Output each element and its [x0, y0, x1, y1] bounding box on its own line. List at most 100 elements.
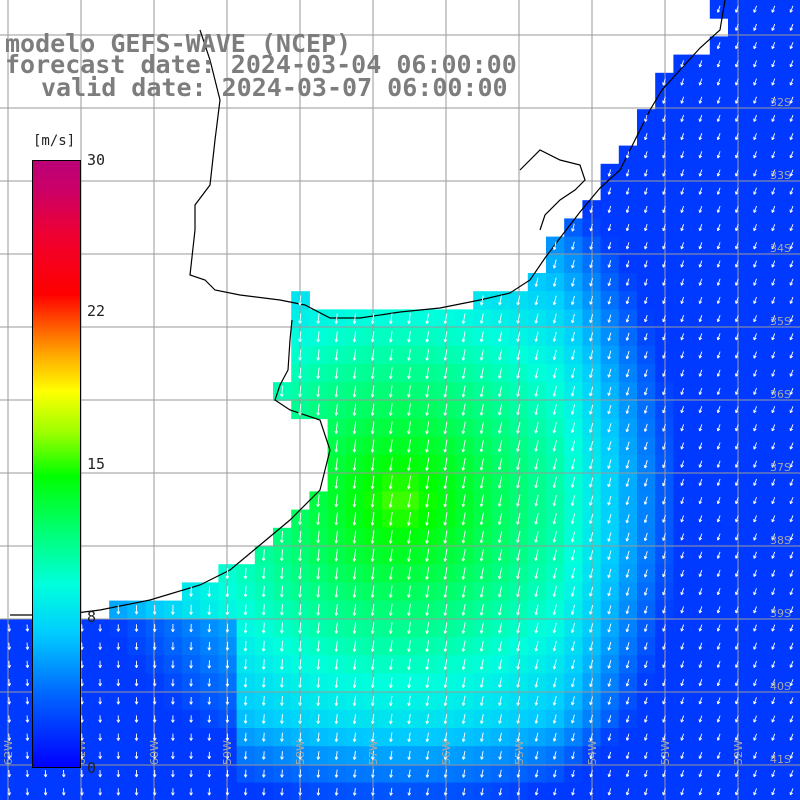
wind-arrow [789, 242, 794, 250]
wind-arrow [116, 624, 121, 632]
wind-arrow [607, 296, 612, 305]
wind-arrow [388, 421, 393, 435]
valid-date: valid date: 2024-03-07 06:00:00 [41, 73, 508, 102]
wind-arrow [662, 442, 666, 450]
wind-arrow [370, 530, 375, 544]
wind-arrow [625, 278, 630, 286]
wind-arrow [261, 659, 266, 670]
wind-arrow [407, 695, 411, 707]
wind-arrow [498, 677, 502, 688]
wind-arrow [189, 586, 193, 597]
wind-arrow [334, 331, 339, 343]
wind-arrow [753, 387, 757, 395]
colorbar-tick-8: 8 [87, 608, 97, 626]
coastline-segment [10, 319, 331, 616]
wind-arrow [735, 515, 739, 523]
wind-arrow [497, 440, 503, 452]
wind-arrow [207, 623, 212, 633]
wind-arrow [735, 133, 739, 141]
wind-arrow [352, 385, 357, 398]
wind-arrow [771, 224, 776, 232]
coastline [10, 0, 726, 616]
wind-arrow [771, 642, 776, 650]
wind-arrow [753, 460, 757, 468]
wind-arrow [334, 603, 339, 616]
wind-arrow [571, 259, 575, 269]
wind-arrow [516, 422, 521, 434]
wind-arrow [644, 260, 648, 268]
wind-arrow [534, 531, 539, 543]
wind-arrow [461, 585, 466, 598]
wind-arrow [189, 660, 193, 669]
wind-arrow [534, 385, 539, 397]
wind-arrow [680, 169, 685, 177]
wind-arrow [753, 697, 757, 705]
wind-arrow [334, 714, 339, 724]
wind-arrow [716, 497, 721, 505]
wind-arrow [716, 697, 721, 705]
wind-arrow [716, 151, 721, 159]
wind-arrow [443, 403, 448, 416]
wind-arrow [243, 677, 248, 688]
wind-arrow [498, 385, 503, 398]
wind-arrow [407, 585, 411, 598]
wind-arrow [735, 733, 739, 741]
wind-arrow [789, 588, 794, 596]
wind-arrow [716, 424, 721, 432]
wind-arrow [571, 223, 575, 232]
wind-arrow [552, 440, 557, 452]
wind-arrow [570, 586, 576, 597]
wind-arrow [425, 493, 430, 508]
wind-arrow [189, 604, 193, 615]
wind-arrow [771, 278, 776, 286]
wind-arrow [461, 349, 466, 361]
wind-arrow [388, 585, 393, 598]
wind-arrow [552, 732, 557, 742]
wind-arrow [662, 151, 666, 159]
wind-arrow [298, 714, 302, 724]
wind-arrow [461, 494, 466, 508]
wind-arrow [698, 151, 703, 159]
wind-arrow [607, 386, 612, 396]
wind-arrow [207, 641, 212, 651]
wind-arrow [98, 751, 102, 760]
wind-arrow [570, 386, 576, 397]
wind-arrow [261, 567, 266, 580]
wind-arrow [607, 205, 612, 213]
wind-arrow [771, 533, 776, 541]
wind-arrow [753, 333, 757, 341]
wind-arrow [334, 475, 339, 489]
wind-arrow [479, 313, 484, 324]
wind-arrow [425, 457, 430, 471]
wind-arrow [735, 187, 739, 195]
wind-arrow [534, 458, 539, 470]
wind-arrow [644, 133, 648, 141]
wind-arrow [789, 569, 794, 577]
wind-arrow [352, 677, 357, 688]
wind-arrow [680, 96, 685, 104]
wind-arrow [261, 714, 266, 724]
wind-arrow [662, 460, 666, 469]
wind-arrow [516, 567, 521, 580]
wind-arrow [607, 187, 612, 195]
wind-arrow [680, 478, 685, 486]
wind-arrow [644, 715, 648, 723]
wind-arrow [370, 640, 375, 652]
wind-arrow [534, 404, 539, 416]
wind-arrow [152, 697, 157, 705]
wind-arrow [116, 678, 121, 687]
wind-arrow [461, 548, 466, 562]
wind-arrow [571, 733, 575, 742]
wind-arrow [735, 424, 739, 432]
wind-arrow [389, 640, 393, 652]
wind-arrow [552, 659, 557, 670]
wind-arrow [753, 278, 757, 286]
wind-arrow [716, 60, 721, 68]
wind-arrow [570, 659, 575, 670]
wind-arrow [753, 424, 757, 432]
wind-arrow [735, 205, 739, 213]
wind-arrow [789, 369, 794, 377]
wind-arrow [643, 605, 648, 614]
wind-arrow [753, 169, 757, 177]
wind-arrow [552, 422, 557, 434]
